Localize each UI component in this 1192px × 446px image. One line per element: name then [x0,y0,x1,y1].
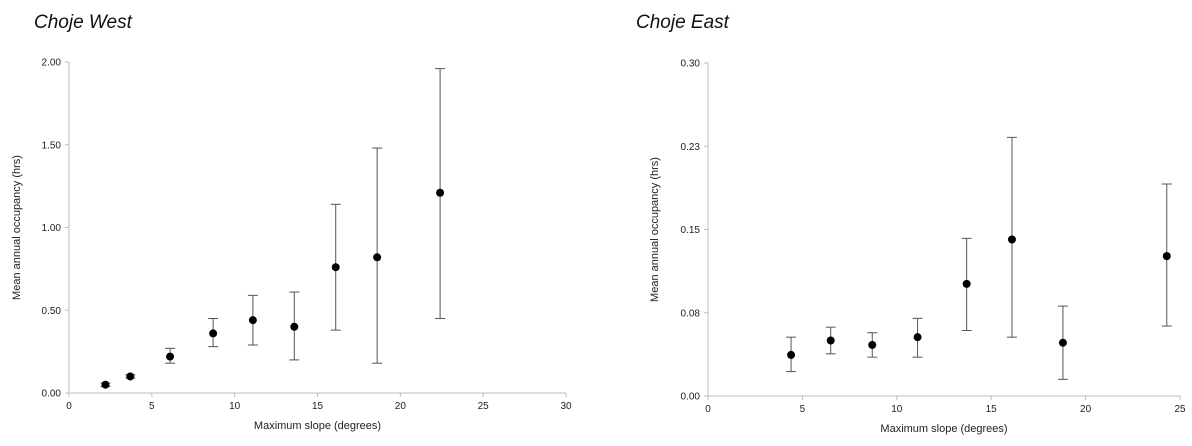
chart-svg-choje-east: 0.00 0.08 0.15 0.23 0.30 0 5 10 15 20 25 Maximum sl… [649,59,1186,436]
chart-svg-choje-west: 0.00 0.50 1.00 1.50 2.00 0 5 10 15 20 25 30 Maximum … [11,58,572,433]
x-axis-title: Maximum slope (degrees) [880,423,1007,435]
x-tick-label: 20 [1080,404,1092,415]
data-point [209,329,218,338]
x-tick-label: 15 [986,404,998,415]
y-axis-title: Mean annual occupancy (hrs) [11,155,23,300]
x-tick-label: 20 [395,401,407,412]
x-tick-label: 10 [891,404,903,415]
x-tick-label: 25 [1174,404,1186,415]
y-tick-label: 2.00 [42,58,62,69]
data-point [1162,252,1171,261]
chart-title: Choje East [636,12,729,33]
data-point [826,336,835,345]
x-axis-title: Maximum slope (degrees) [254,420,381,432]
x-tick-label: 10 [229,401,241,412]
data-point [248,316,257,325]
y-tick-label: 0.08 [681,308,701,319]
x-tick-label: 5 [800,404,806,415]
data-point [1007,235,1016,244]
x-tick-label: 15 [312,401,324,412]
data-point [913,333,922,342]
data-point [331,263,340,272]
data-point [101,380,110,389]
y-tick-label: 0.23 [681,142,701,153]
chart-title: Choje West [34,12,132,33]
chart-panel-choje-west: Choje West 0.00 0.50 1.00 1.50 2.00 0 5 10 15 20 2… [11,12,572,433]
y-tick-label: 0.15 [681,225,701,236]
data-point [962,279,971,288]
data-point [126,372,135,381]
data-point [868,340,877,349]
data-point [166,352,175,361]
x-tick-label: 25 [478,401,490,412]
data-point [1058,338,1067,347]
chart-panel-choje-east: Choje East 0.00 0.08 0.15 0.23 0.30 0 5 10 15 20 2… [596,0,1192,446]
data-point [436,188,445,197]
x-tick-label: 0 [66,401,72,412]
x-tick-label: 30 [560,401,572,412]
y-axis-title: Mean annual occupancy (hrs) [649,157,661,302]
y-tick-label: 0.50 [42,306,62,317]
data-point [787,350,796,359]
y-tick-label: 0.00 [42,389,62,400]
data-point [290,322,299,331]
data-point [373,253,382,262]
y-tick-label: 0.00 [681,392,701,403]
y-tick-label: 1.00 [42,223,62,234]
y-tick-label: 1.50 [42,140,62,151]
x-tick-label: 0 [705,404,711,415]
y-tick-label: 0.30 [681,59,701,70]
x-tick-label: 5 [149,401,155,412]
